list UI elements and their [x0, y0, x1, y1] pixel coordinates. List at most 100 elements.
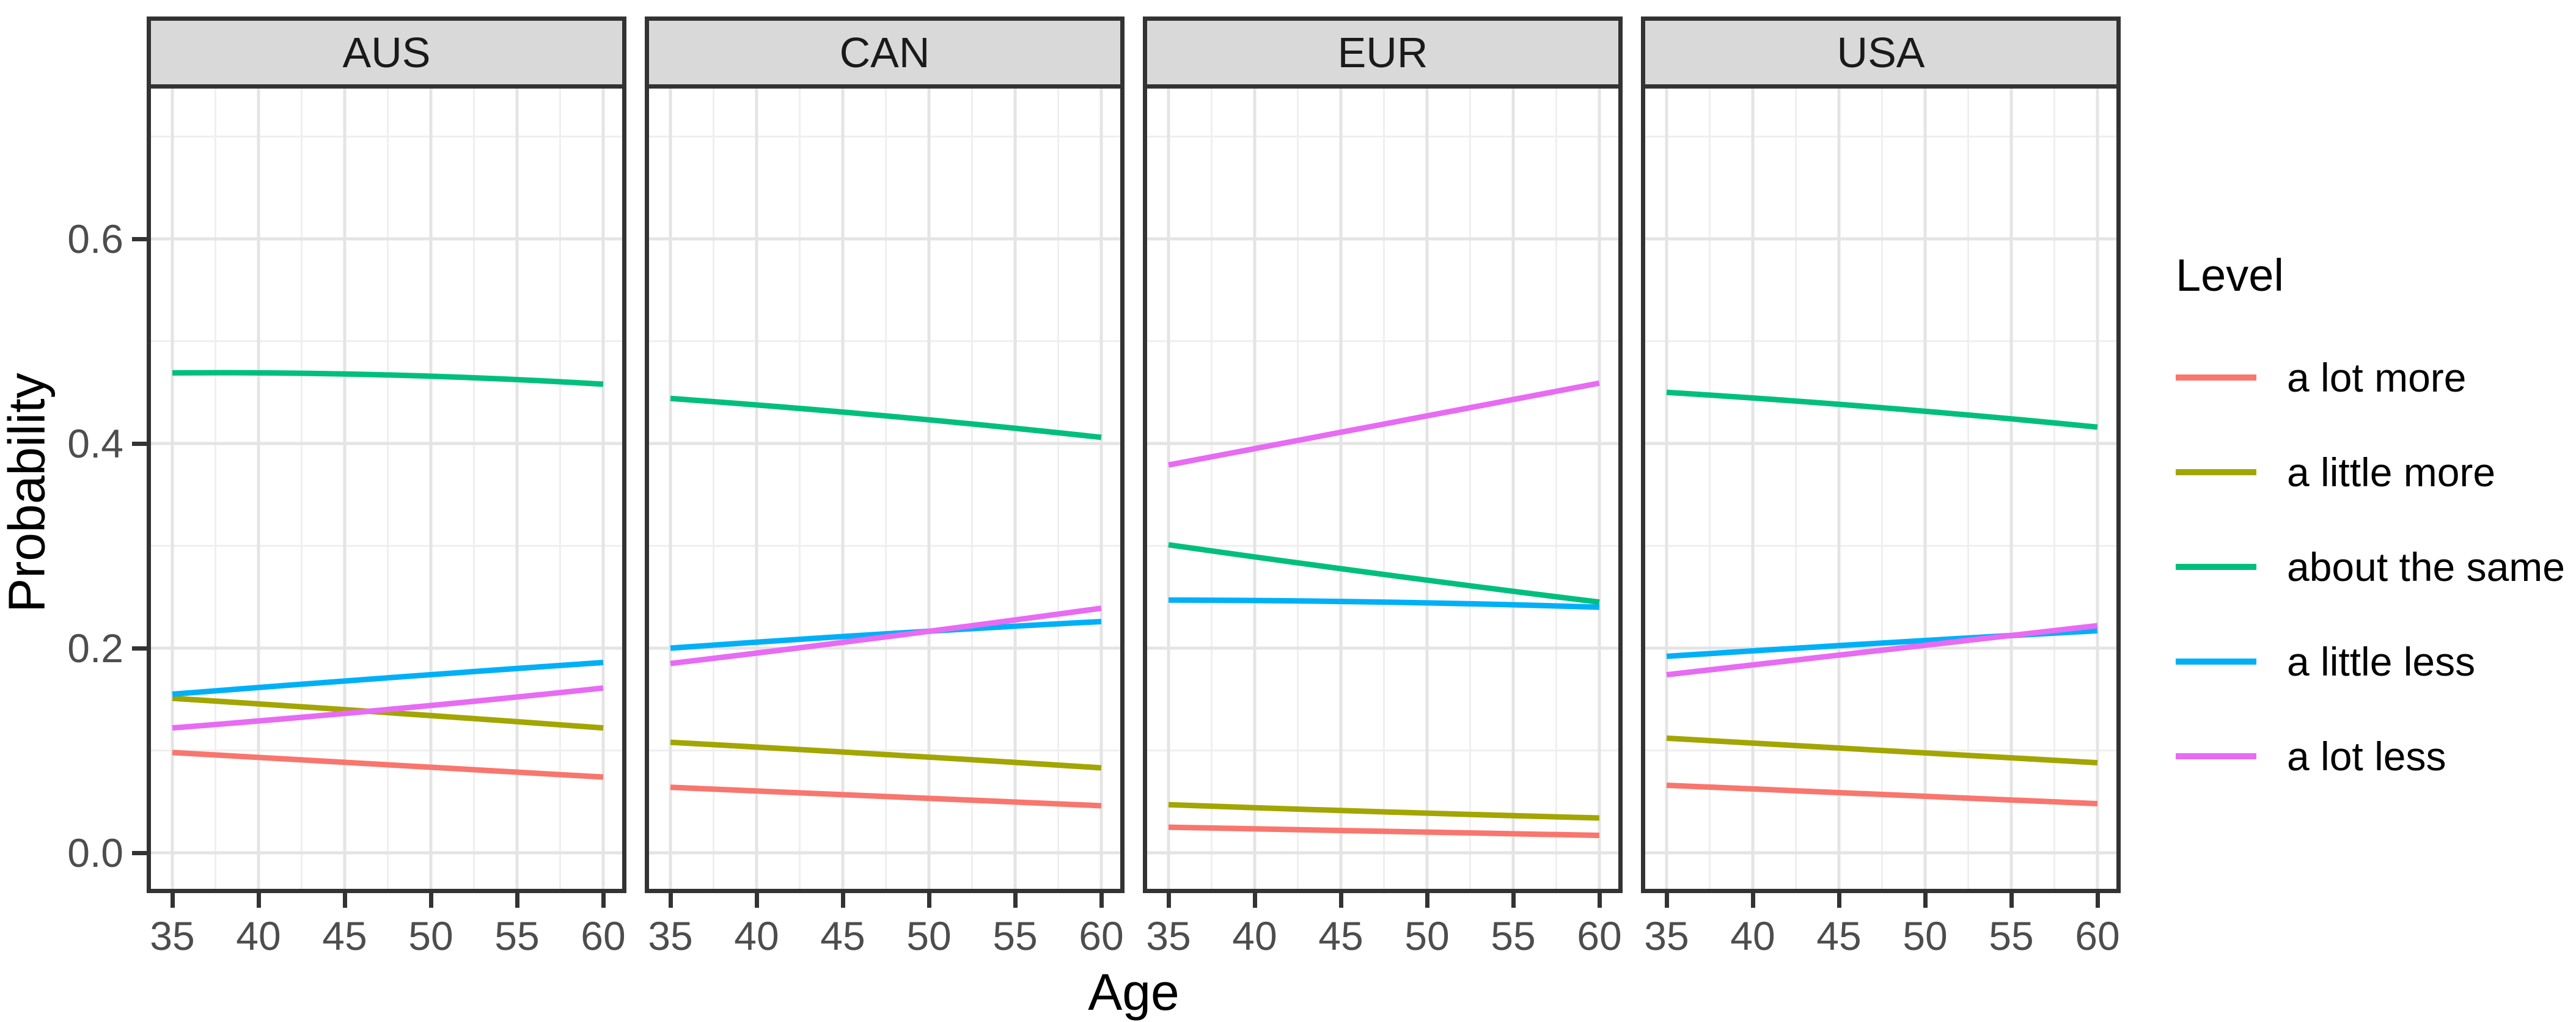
plot-area-eur	[1147, 89, 1618, 889]
legend-key-line-a-lot-more	[2176, 374, 2256, 381]
facet-strip-label: USA	[1837, 29, 1925, 76]
x-axis-tick-label: 35	[648, 913, 693, 958]
series-line-a-little-more	[1168, 801, 1600, 821]
y-axis-tick	[132, 236, 147, 241]
x-axis-tick-label: 60	[1577, 913, 1622, 958]
y-axis-tick	[132, 441, 147, 446]
x-axis-tick	[927, 893, 931, 908]
x-axis-tick-label: 40	[734, 913, 779, 958]
facet-strip-can: CAN	[645, 16, 1125, 89]
x-axis-tick	[668, 893, 673, 908]
x-axis-title: Age	[1088, 963, 1180, 1021]
x-axis-tick-label: 35	[1146, 913, 1191, 958]
series-line-about-the-same	[670, 395, 1102, 440]
x-axis-tick	[601, 893, 606, 908]
x-axis-tick-label: 60	[2075, 913, 2120, 958]
x-axis-tick	[2095, 893, 2100, 908]
x-axis-tick-label: 40	[1232, 913, 1277, 958]
x-axis-tick	[840, 893, 845, 908]
legend-label: a little less	[2287, 639, 2476, 684]
x-axis-tick	[515, 893, 519, 908]
y-axis-title: Probability	[0, 373, 56, 613]
x-axis-tick	[1597, 893, 1602, 908]
x-axis-tick-label: 55	[1491, 913, 1536, 958]
plot-panel-usa	[1641, 84, 2121, 893]
plot-area-aus	[151, 89, 622, 889]
facet-strip-usa: USA	[1641, 16, 2121, 89]
facet-strip-eur: EUR	[1143, 16, 1623, 89]
x-axis-tick	[1664, 893, 1669, 908]
x-axis-tick-label: 60	[1079, 913, 1124, 958]
x-axis-tick-label: 35	[150, 913, 195, 958]
series-line-a-little-less	[1168, 597, 1600, 610]
legend-label: about the same	[2287, 544, 2565, 589]
x-axis-tick-label: 50	[906, 913, 952, 958]
series-line-a-lot-more	[670, 784, 1102, 809]
x-axis-tick	[1750, 893, 1755, 908]
x-axis-tick-label: 35	[1644, 913, 1689, 958]
x-axis-tick-label: 40	[236, 913, 281, 958]
x-axis-tick	[1099, 893, 1104, 908]
y-axis-tick-label: 0.0	[67, 830, 123, 875]
plot-area-can	[649, 89, 1120, 889]
x-axis-tick-label: 50	[408, 913, 453, 958]
x-axis-tick	[2009, 893, 2014, 908]
x-axis-tick	[256, 893, 261, 908]
legend-label: a lot less	[2287, 734, 2446, 779]
x-axis-tick-label: 50	[1404, 913, 1450, 958]
plot-panel-aus	[147, 84, 626, 893]
x-axis-tick	[1338, 893, 1343, 908]
series-line-a-lot-more	[1666, 782, 2098, 807]
x-axis-tick-label: 50	[1903, 913, 1948, 958]
y-axis-tick	[132, 850, 147, 855]
facet-strip-label: AUS	[342, 29, 431, 76]
legend-key-line-a-lot-less	[2176, 753, 2256, 759]
legend-key-line-a-little-more	[2176, 469, 2256, 475]
y-axis-tick-label: 0.6	[67, 216, 123, 261]
x-axis-tick	[1166, 893, 1171, 908]
plot-panel-can	[645, 84, 1125, 893]
x-axis-tick	[342, 893, 347, 908]
x-axis-tick-label: 45	[820, 913, 865, 958]
series-line-a-little-less	[172, 659, 604, 697]
legend-label: a lot more	[2287, 355, 2467, 400]
x-axis-tick-label: 55	[1989, 913, 2034, 958]
series-line-a-little-more	[670, 739, 1102, 771]
y-axis-tick	[132, 646, 147, 651]
series-line-a-lot-less	[670, 605, 1102, 666]
x-axis-tick	[1923, 893, 1928, 908]
x-axis-tick-label: 45	[1816, 913, 1862, 958]
y-axis-tick-label: 0.2	[67, 626, 123, 671]
series-line-a-lot-less	[172, 685, 604, 731]
facet-strip-aus: AUS	[147, 16, 626, 89]
legend-title: Level	[2176, 250, 2284, 301]
series-line-a-little-more	[172, 695, 604, 731]
x-axis-tick-label: 45	[322, 913, 367, 958]
series-line-a-little-less	[670, 618, 1102, 651]
x-axis-tick-label: 40	[1730, 913, 1775, 958]
series-line-about-the-same	[172, 370, 604, 387]
x-axis-tick	[754, 893, 759, 908]
series-line-a-lot-less	[1168, 380, 1600, 468]
legend-label: a little more	[2287, 450, 2496, 495]
series-line-about-the-same	[1168, 542, 1600, 605]
x-axis-tick-label: 55	[993, 913, 1038, 958]
series-line-a-lot-less	[1666, 622, 2098, 678]
series-line-a-lot-more	[172, 750, 604, 780]
x-axis-tick	[1425, 893, 1429, 908]
y-axis-tick-label: 0.4	[67, 421, 123, 466]
facet-strip-label: CAN	[839, 29, 930, 76]
x-axis-tick	[1252, 893, 1257, 908]
x-axis-tick-label: 55	[494, 913, 540, 958]
x-axis-tick	[170, 893, 175, 908]
facet-strip-label: EUR	[1337, 29, 1428, 76]
legend-key-line-about-the-same	[2176, 564, 2256, 570]
series-line-a-lot-more	[1168, 824, 1600, 839]
plot-panel-eur	[1143, 84, 1623, 893]
x-axis-tick-label: 45	[1318, 913, 1363, 958]
x-axis-tick	[1511, 893, 1516, 908]
x-axis-tick	[1837, 893, 1841, 908]
x-axis-tick-label: 60	[581, 913, 626, 958]
plot-area-usa	[1645, 89, 2116, 889]
